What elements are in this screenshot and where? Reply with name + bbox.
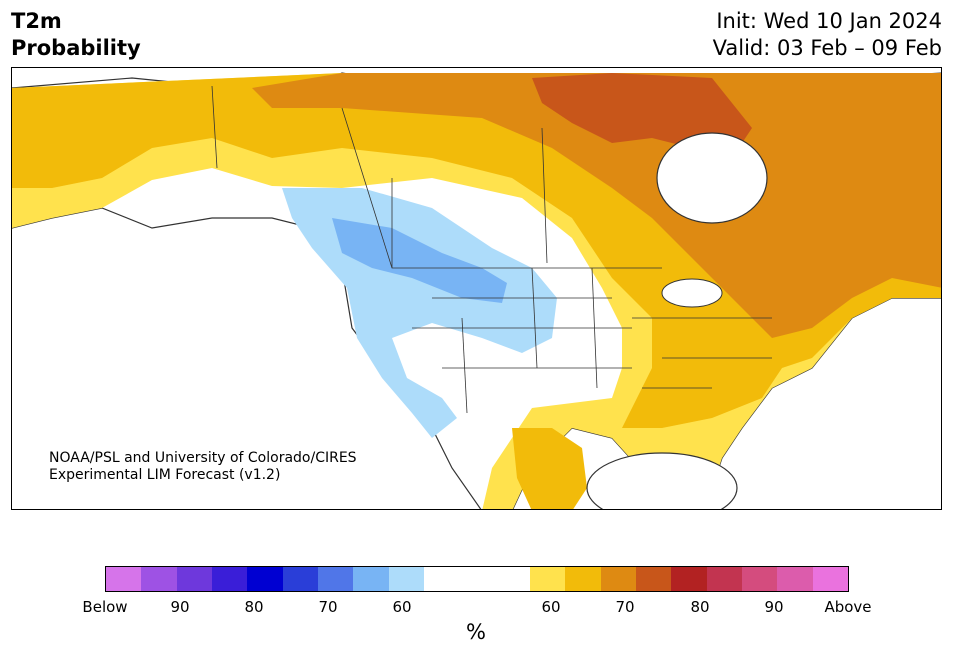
swatch-above-7 [741,567,778,591]
swatch-below-9 [388,567,424,591]
swatch-above-3 [600,567,636,591]
swatch-below-2 [141,567,177,591]
swatch-above-1 [529,567,566,591]
tick-above-90: 90 [764,598,784,616]
map-title: T2m Probability [11,8,141,62]
hudson-bay [656,132,768,224]
forecast-dates: Init: Wed 10 Jan 2024 Valid: 03 Feb – 09… [713,8,942,62]
swatch-below-1 [106,567,142,591]
tick-below-60: 60 [392,598,412,616]
swatch-below-6 [282,567,318,591]
forecast-credit: NOAA/PSL and University of Colorado/CIRE… [49,450,357,484]
swatch-above-6 [706,567,742,591]
swatch-above-8 [777,567,813,591]
tick-above-70: 70 [615,598,635,616]
swatch-below-8 [353,567,389,591]
swatch-above-9 [812,567,848,591]
init-date: Init: Wed 10 Jan 2024 [716,9,942,33]
valid-range: Valid: 03 Feb – 09 Feb [712,36,942,60]
above-80-region [252,73,941,338]
tick-above-80: 80 [690,598,710,616]
forecast-map [11,67,942,510]
credit-line-1: NOAA/PSL and University of Colorado/CIRE… [49,450,357,466]
colorbar-unit: % [466,620,486,644]
swatch-below-4 [211,567,248,591]
tick-above: Above [824,598,872,616]
credit-line-2: Experimental LIM Forecast (v1.2) [49,467,281,483]
swatch-above-5 [671,567,707,591]
tick-below: Below [82,598,128,616]
swatch-above-4 [635,567,672,591]
great-lakes [661,278,723,308]
colorbar-ticks: Below 90 80 70 60 60 70 80 90 Above [0,598,953,618]
political-borders [211,85,772,414]
title-probability: Probability [11,36,141,60]
tick-above-60: 60 [541,598,561,616]
above-70-mexico [512,428,587,509]
colorbar [105,566,849,592]
title-variable: T2m [11,9,62,33]
below-70-region [332,218,507,303]
tick-below-70: 70 [318,598,338,616]
swatch-below-5 [247,567,283,591]
swatch-below-7 [317,567,354,591]
swatch-below-3 [176,567,212,591]
gulf-of-mexico [586,452,738,509]
map-canvas [12,72,941,509]
tick-below-80: 80 [244,598,264,616]
swatch-neutral [423,567,530,591]
tick-below-90: 90 [170,598,190,616]
swatch-above-2 [565,567,601,591]
